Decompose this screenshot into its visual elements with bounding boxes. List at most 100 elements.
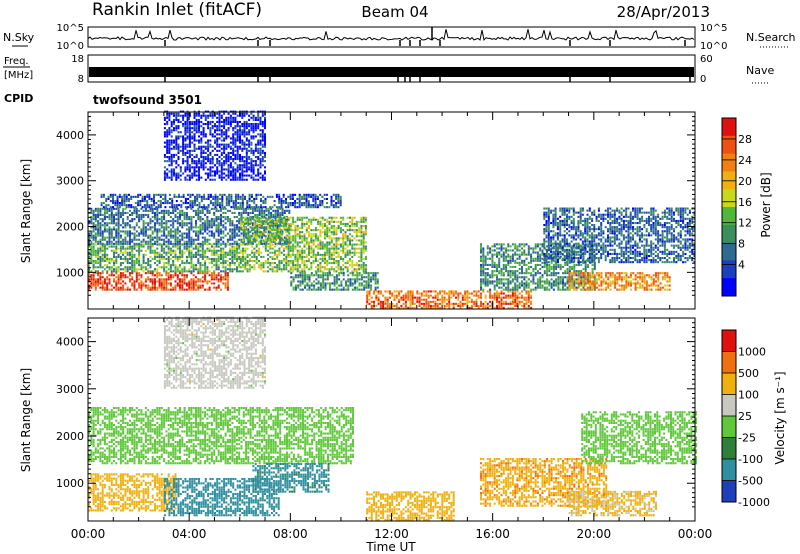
echo-cell: [507, 249, 510, 252]
echo-cell: [584, 288, 587, 291]
echo-cell: [298, 218, 301, 221]
echo-cell: [103, 247, 106, 250]
echo-cell: [217, 272, 220, 275]
echo-cell: [269, 231, 272, 234]
echo-cell: [546, 270, 548, 273]
echo-cell: [532, 247, 535, 250]
echo-cell: [570, 280, 573, 283]
echo-cell: [204, 266, 207, 269]
echo-cell: [457, 302, 460, 305]
echo-cell: [589, 245, 592, 248]
echo-cell: [493, 253, 496, 256]
echo-cell: [303, 245, 306, 248]
echo-cell: [511, 278, 514, 281]
echo-cell: [326, 245, 329, 248]
echo-cell: [514, 300, 517, 303]
echo-cell: [181, 280, 184, 283]
echo-cell: [192, 238, 195, 241]
echo-cell: [124, 260, 127, 263]
echo-cell: [559, 263, 562, 266]
echo-cell: [167, 260, 170, 263]
echo-cell: [276, 268, 279, 271]
echo-cell: [409, 306, 412, 309]
echo-cell: [217, 284, 220, 287]
echo-cell: [192, 280, 195, 283]
echo-cell: [239, 262, 242, 265]
echo-cell: [398, 298, 401, 301]
echo-cell: [149, 270, 152, 273]
echo-cell: [353, 224, 356, 227]
echo-cell: [349, 280, 352, 283]
echo-cell: [201, 218, 204, 221]
echo-cell: [248, 197, 251, 200]
echo-cell: [332, 204, 335, 207]
echo-cell: [236, 247, 238, 250]
echo-cell: [210, 234, 213, 237]
echo-cell: [335, 197, 338, 200]
echo-cell: [496, 243, 498, 246]
echo-cell: [131, 220, 134, 223]
echo-cell: [573, 284, 576, 287]
echo-cell: [195, 284, 197, 287]
echo-cell: [308, 280, 311, 283]
echo-cell: [118, 204, 121, 207]
echo-cell: [285, 266, 288, 269]
echo-cell: [418, 302, 421, 305]
echo-cell: [169, 228, 172, 231]
echo-cell: [555, 272, 558, 275]
echo-cell: [153, 200, 155, 203]
echo-cell: [181, 278, 184, 281]
echo-cell: [276, 222, 279, 225]
echo-cell: [347, 288, 350, 291]
echo-cell: [269, 224, 272, 227]
echo-cell: [342, 257, 345, 260]
echo-cell: [190, 272, 193, 275]
echo-cell: [548, 282, 551, 285]
echo-cell: [303, 224, 306, 227]
echo-cell: [278, 241, 281, 244]
echo-cell: [400, 298, 403, 301]
echo-cell: [90, 207, 93, 210]
echo-cell: [169, 224, 172, 227]
echo-cell: [292, 266, 295, 269]
echo-cell: [249, 211, 252, 214]
echo-cell: [326, 218, 329, 221]
echo-cell: [101, 286, 104, 289]
echo-cell: [273, 257, 276, 260]
echo-cell: [158, 228, 161, 231]
echo-cell: [498, 286, 501, 289]
echo-cell: [160, 255, 163, 258]
echo-cell: [165, 278, 168, 281]
echo-cell: [119, 216, 122, 219]
echo-cell: [276, 229, 279, 232]
echo-cell: [530, 259, 533, 262]
echo-cell: [362, 243, 365, 246]
echo-cell: [349, 278, 352, 281]
echo-cell: [215, 249, 218, 252]
echo-cell: [88, 255, 90, 258]
echo-cell: [335, 229, 338, 232]
echo-cell: [94, 251, 97, 254]
echo-cell: [97, 209, 100, 212]
echo-cell: [514, 276, 517, 279]
echo-cell: [312, 195, 315, 198]
echo-cell: [260, 227, 263, 230]
echo-cell: [242, 270, 244, 273]
echo-cell: [322, 284, 325, 287]
echo-cell: [573, 243, 576, 246]
echo-cell: [229, 268, 232, 271]
echo-cell: [169, 266, 172, 269]
echo-cell: [411, 296, 414, 299]
echo-cell: [269, 241, 272, 244]
echo-cell: [591, 284, 594, 287]
echo-cell: [301, 224, 304, 227]
echo-cell: [253, 266, 256, 269]
echo-cell: [185, 236, 188, 239]
echo-cell: [257, 206, 260, 209]
nsky-label: N.Sky: [3, 31, 35, 44]
echo-cell: [262, 202, 265, 205]
echo-cell: [247, 230, 250, 233]
echo-cell: [493, 294, 496, 297]
echo-cell: [126, 257, 129, 260]
echo-cell: [248, 231, 251, 234]
